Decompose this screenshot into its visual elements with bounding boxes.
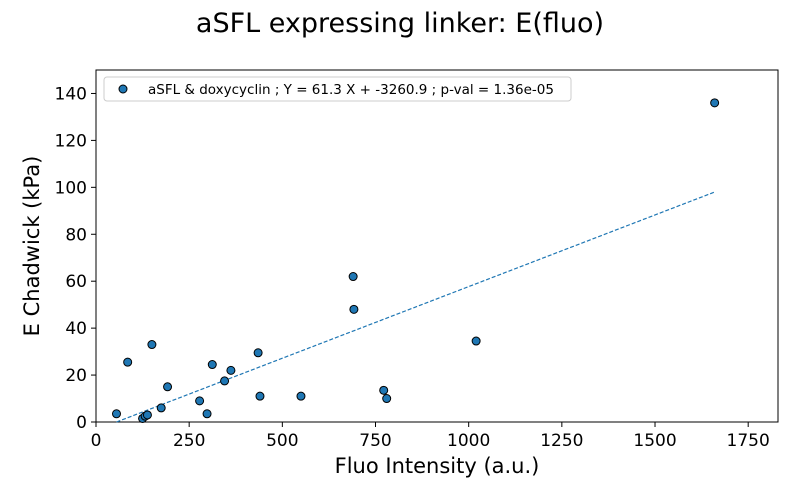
x-tick-label: 0 — [91, 431, 102, 451]
fit-line — [116, 191, 715, 423]
data-point — [142, 410, 152, 420]
x-tick-label: 1000 — [447, 431, 490, 451]
x-tick-label: 1750 — [727, 431, 770, 451]
x-tick-label: 500 — [266, 431, 298, 451]
y-axis-label: E Chadwick (kPa) — [20, 156, 44, 337]
axes-frame — [95, 69, 779, 423]
data-point — [220, 376, 230, 386]
legend-label: aSFL & doxycyclin ; Y = 61.3 X + -3260.9… — [148, 82, 554, 98]
data-point — [349, 304, 359, 314]
chart-title: aSFL expressing linker: E(fluo) — [196, 8, 604, 39]
data-point — [382, 394, 392, 404]
legend-frame — [103, 76, 572, 102]
plot-area: 0 250 500 750 1000 1250 1500 1750 0 20 40 60 80 100 12… — [55, 69, 779, 451]
data-point — [202, 409, 212, 419]
legend: aSFL & doxycyclin ; Y = 61.3 X + -3260.9… — [103, 76, 572, 102]
y-tick-label: 40 — [65, 319, 87, 339]
data-point — [207, 360, 217, 370]
data-point — [123, 357, 133, 367]
y-tick-label: 20 — [65, 366, 87, 386]
data-point — [255, 391, 265, 401]
x-tick-label: 1500 — [633, 431, 676, 451]
data-point — [296, 391, 306, 401]
x-tick-label: 1250 — [540, 431, 583, 451]
y-tick-label: 100 — [55, 178, 87, 198]
data-point — [226, 365, 236, 375]
data-point — [471, 336, 481, 346]
data-point — [111, 409, 121, 419]
data-point — [379, 385, 389, 395]
y-tick-label: 60 — [65, 272, 87, 292]
x-tick-label: 750 — [359, 431, 391, 451]
data-point — [348, 272, 358, 282]
legend-marker — [118, 84, 128, 94]
y-tick-label: 140 — [55, 84, 87, 104]
x-axis-label: Fluo Intensity (a.u.) — [335, 454, 540, 478]
x-tick-label: 250 — [173, 431, 205, 451]
data-point — [710, 98, 720, 108]
data-point — [163, 382, 173, 392]
data-point — [195, 396, 205, 406]
y-tick-label: 120 — [55, 131, 87, 151]
y-tick-label: 0 — [76, 413, 87, 433]
y-tick-label: 80 — [65, 225, 87, 245]
data-point — [147, 340, 157, 350]
data-point — [253, 348, 263, 358]
data-point — [156, 403, 166, 413]
